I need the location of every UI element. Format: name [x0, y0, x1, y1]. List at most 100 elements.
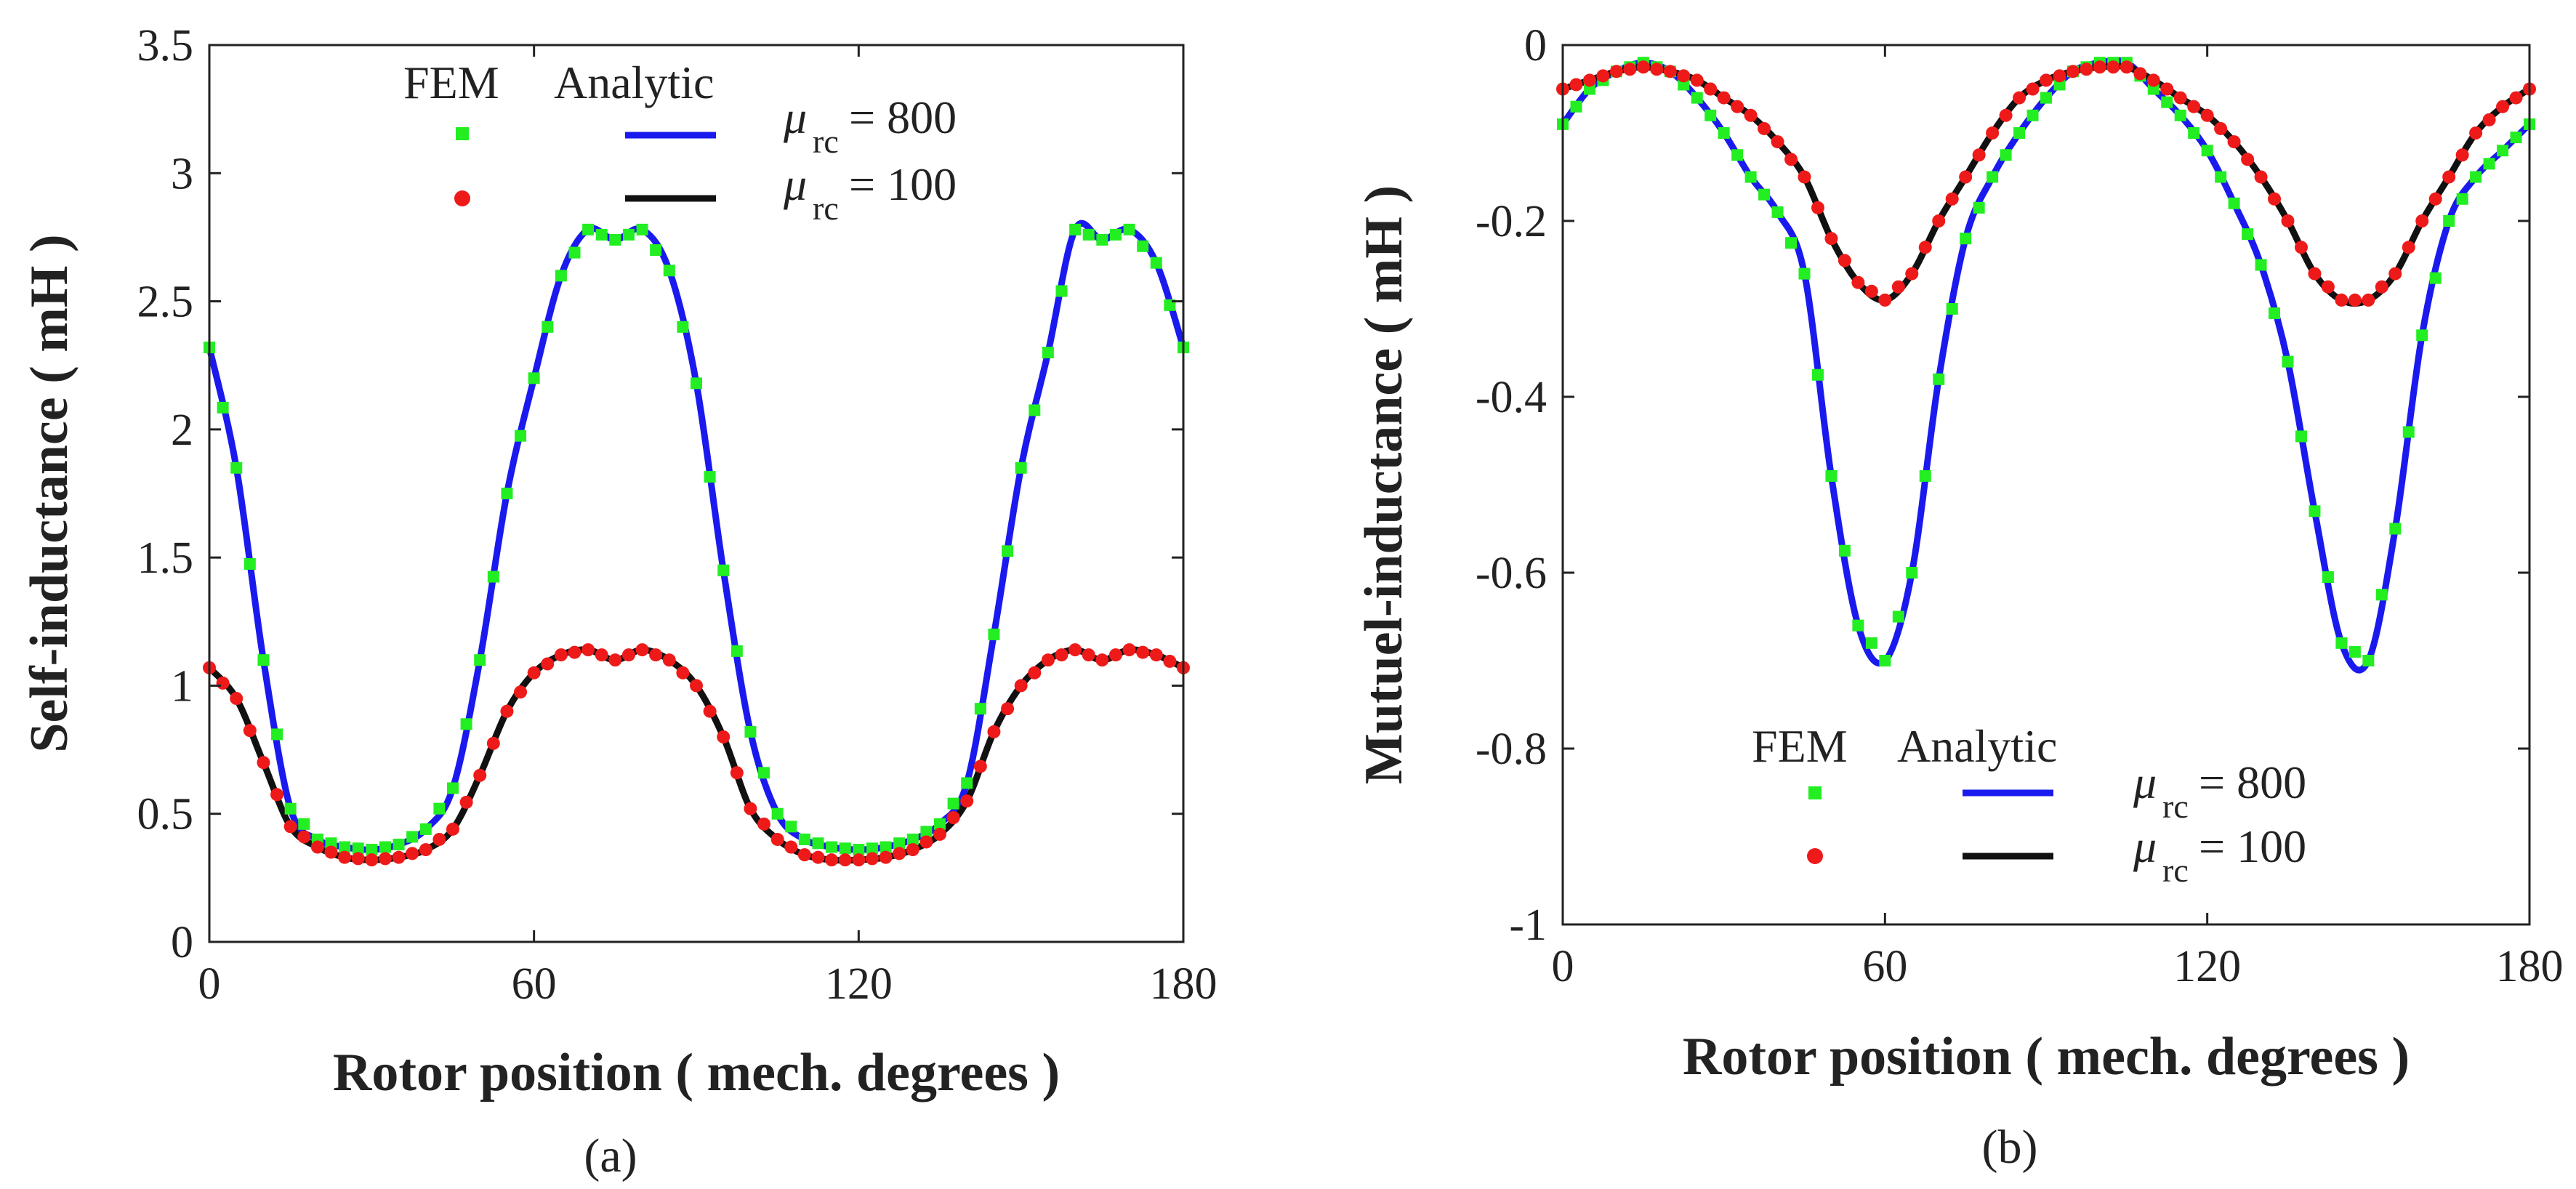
panel-b-fem-marker-series-1 — [1919, 469, 1931, 482]
panel-b-fem-marker-series-1 — [1811, 368, 1824, 381]
panel-b-fem-marker-series-2 — [2496, 100, 2510, 113]
panel-b-fem-marker-series-2 — [2200, 108, 2214, 122]
panel-b-fem-marker-series-1 — [1838, 544, 1851, 557]
panel-a-y-tick-label: 3 — [171, 149, 193, 198]
panel-a-fem-marker-series-2 — [1122, 643, 1136, 657]
panel-a-series-layer — [203, 219, 1190, 867]
panel-b-fem-marker-series-1 — [1892, 610, 1904, 623]
panel-a-fem-marker-series-2 — [310, 840, 324, 854]
panel-a-fem-marker-series-2 — [717, 730, 730, 743]
panel-b-y-tick-label: -0.4 — [1476, 373, 1547, 422]
panel-a-fem-marker-series-1 — [1082, 228, 1095, 241]
panel-b-fem-marker-series-2 — [1717, 91, 1731, 105]
panel-a-fem-marker-series-2 — [1095, 653, 1109, 667]
panel-b-fem-marker-series-2 — [2402, 241, 2415, 254]
panel-b-fem-marker-series-2 — [2308, 267, 2322, 281]
panel-b-y-tick-label: -0.6 — [1476, 549, 1547, 598]
panel-b-fem-marker-series-2 — [1731, 100, 1744, 113]
panel-a-fem-marker-series-2 — [365, 853, 379, 867]
panel-b-fem-marker-series-2 — [2321, 280, 2335, 294]
panel-b-fem-marker-series-2 — [2133, 67, 2147, 81]
panel-b-fem-marker-series-2 — [2173, 91, 2187, 105]
panel-b-fem-marker-series-1 — [2242, 228, 2254, 241]
panel-b-fem-marker-series-1 — [2201, 145, 2213, 157]
panel-b-fem-marker-series-2 — [1650, 63, 1664, 76]
panel-a-fem-marker-series-2 — [744, 802, 757, 815]
panel-a-fem-marker-series-2 — [1068, 643, 1082, 657]
panel-b-fem-marker-series-1 — [1678, 78, 1690, 91]
panel-b-mutual-inductance: 0 60 120 180 -1 -0.8 -0.6 -0.4 -0.2 0 Rotor posit… — [1354, 21, 2564, 1174]
panel-a-fem-marker-series-1 — [542, 321, 554, 333]
panel-b-fem-marker-series-2 — [1959, 170, 1973, 184]
panel-a-fem-marker-series-2 — [527, 666, 541, 680]
panel-a-fem-marker-series-2 — [635, 643, 649, 657]
panel-b-fem-marker-series-2 — [2241, 153, 2255, 166]
panel-a-fem-marker-series-2 — [703, 704, 717, 718]
panel-a-fem-marker-series-2 — [973, 759, 987, 773]
panel-b-fem-marker-series-2 — [1864, 284, 1878, 298]
panel-b-x-tick-label: 60 — [1862, 942, 1907, 991]
panel-a-fem-marker-series-1 — [1015, 462, 1027, 474]
panel-a-fem-marker-series-2 — [338, 850, 352, 864]
panel-b-x-axis-label: Rotor position ( mech. degrees ) — [1683, 1027, 2410, 1087]
panel-b-fem-marker-series-1 — [1825, 469, 1838, 482]
panel-b-fem-marker-series-1 — [2255, 259, 2267, 271]
panel-a-x-tick-label: 0 — [198, 959, 221, 1009]
panel-b-fem-marker-series-2 — [2106, 60, 2120, 74]
panel-a-fem-marker-series-1 — [366, 844, 378, 856]
panel-a-fem-marker-series-1 — [704, 471, 716, 483]
panel-b-fem-marker-series-1 — [2375, 589, 2388, 601]
panel-b-fem-marker-series-2 — [1798, 170, 1811, 184]
panel-a-fem-marker-series-1 — [1137, 240, 1149, 252]
panel-b-fem-marker-series-2 — [1784, 153, 1798, 166]
panel-b-fem-marker-series-1 — [1973, 201, 1985, 214]
panel-a-fem-marker-series-2 — [662, 653, 676, 667]
panel-b-fem-marker-series-2 — [1623, 63, 1637, 76]
panel-b-fem-marker-series-2 — [1677, 69, 1691, 83]
panel-b-fem-marker-series-2 — [2335, 293, 2348, 307]
panel-a-self-inductance: 0 60 120 180 0 0.5 1 1.5 2 2.5 3 3.5 Rotor position… — [20, 21, 1217, 1182]
panel-a-fem-marker-series-2 — [906, 843, 919, 857]
panel-b-fem-marker-series-1 — [1960, 233, 1972, 245]
panel-b-fem-marker-series-2 — [2428, 192, 2442, 206]
panel-a-fem-marker-series-2 — [730, 766, 744, 780]
panel-a-fem-marker-series-2 — [270, 788, 284, 802]
panel-a-fem-marker-series-1 — [906, 833, 919, 845]
panel-a-fem-marker-series-1 — [501, 488, 513, 499]
panel-a-fem-marker-series-1 — [419, 823, 432, 835]
panel-b-fem-marker-series-2 — [1690, 73, 1704, 87]
panel-b-fem-marker-series-2 — [2040, 73, 2053, 87]
panel-a-fem-marker-series-1 — [934, 818, 946, 830]
panel-b-legend-row1-mu: μ — [2133, 757, 2157, 808]
panel-b-fem-marker-series-2 — [1891, 280, 1905, 294]
panel-b-fem-marker-series-2 — [1811, 201, 1824, 214]
panel-b-fem-marker-series-2 — [1945, 192, 1959, 206]
panel-a-fem-marker-series-2 — [1149, 648, 1163, 662]
panel-a-y-axis-label: Self-inductance ( mH ) — [20, 234, 79, 752]
panel-a-fem-marker-series-2 — [554, 648, 568, 662]
panel-b-fem-marker-series-1 — [1798, 267, 1811, 280]
panel-a-legend-row1-value: = 800 — [849, 92, 957, 143]
panel-a-fem-marker-series-1 — [257, 654, 270, 666]
panel-a-fem-marker-series-2 — [595, 648, 608, 662]
panel-a-label: (a) — [584, 1129, 637, 1182]
panel-a-fem-marker-series-2 — [1055, 648, 1068, 662]
panel-a-legend-analytic-header: Analytic — [554, 57, 714, 108]
panel-a-fem-marker-series-1 — [393, 839, 405, 851]
panel-b-legend-fem-square-marker — [1808, 786, 1822, 799]
panel-b-fem-marker-series-1 — [2053, 78, 2066, 91]
panel-b-fem-marker-series-2 — [2442, 170, 2456, 184]
panel-b-fem-marker-series-1 — [1785, 237, 1798, 249]
panel-a-fem-marker-series-1 — [555, 270, 567, 282]
panel-a-fem-marker-series-1 — [880, 841, 892, 853]
panel-b-fem-marker-series-1 — [2443, 215, 2455, 227]
panel-a-x-tick-label: 60 — [512, 959, 557, 1009]
panel-a-fem-marker-series-2 — [432, 832, 446, 846]
panel-a-fem-marker-series-2 — [933, 827, 946, 841]
panel-b-fem-marker-series-1 — [1771, 206, 1784, 218]
panel-b-fem-marker-series-1 — [2429, 272, 2442, 284]
panel-a-fem-marker-series-2 — [378, 852, 392, 866]
panel-a-fem-marker-series-2 — [649, 648, 663, 662]
panel-b-fem-marker-series-2 — [1704, 82, 1718, 96]
